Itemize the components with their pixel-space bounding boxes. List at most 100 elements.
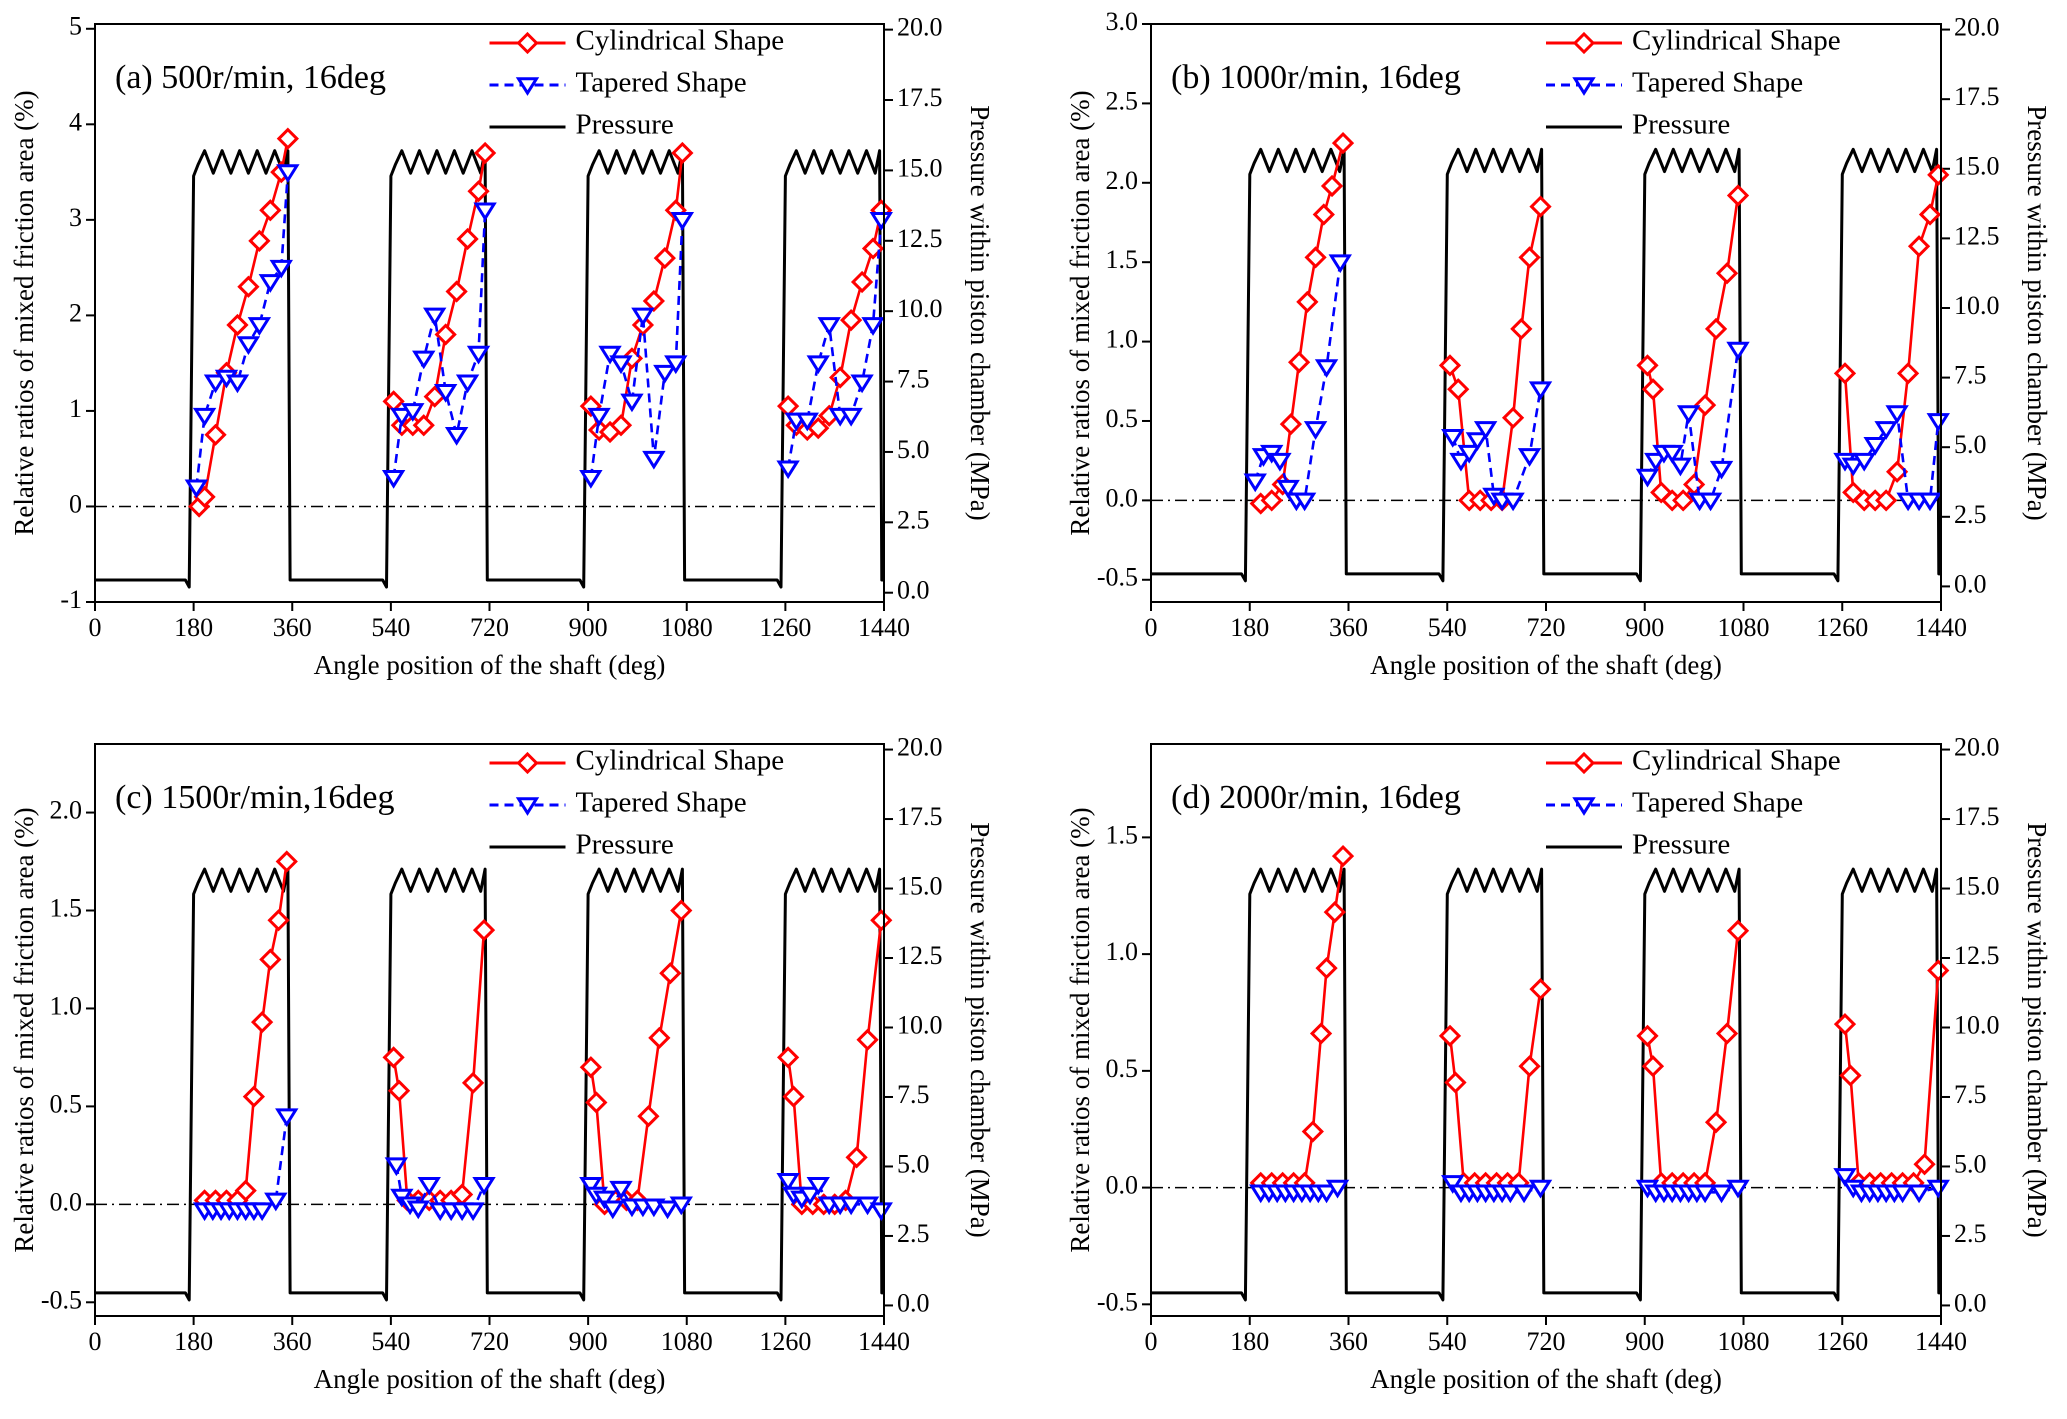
marker-triangle: [381, 470, 406, 489]
marker-triangle: [225, 374, 250, 394]
y2-tick-label: 7.5: [897, 365, 930, 394]
marker-diamond: [1672, 489, 1695, 512]
marker-diamond: [1331, 131, 1355, 155]
series-line: [197, 138, 883, 508]
marker-diamond: [1641, 1055, 1665, 1078]
marker-triangle: [1841, 457, 1865, 477]
marker-triangle: [1660, 444, 1684, 464]
series-line: [195, 172, 883, 488]
series-line: [204, 1116, 882, 1212]
marker-diamond: [1529, 195, 1552, 218]
marker-diamond: [1438, 354, 1462, 377]
x-tick-label: 900: [569, 613, 608, 642]
x-tick-label: 1080: [1718, 613, 1770, 642]
marker-diamond: [1331, 844, 1355, 868]
marker-diamond: [382, 1046, 405, 1069]
legend-label: Cylindrical Shape: [1632, 745, 1841, 777]
marker-triangle: [601, 1200, 625, 1220]
marker-diamond: [248, 229, 271, 252]
y-tick-label: 2: [69, 298, 82, 327]
marker-triangle: [1441, 429, 1465, 448]
marker-triangle: [1465, 432, 1490, 451]
legend-label: Cylindrical Shape: [576, 25, 785, 57]
y2-tick-label: 17.5: [1954, 802, 2000, 831]
marker-diamond: [1518, 1055, 1541, 1078]
marker-diamond: [609, 414, 633, 437]
marker-triangle: [466, 345, 491, 365]
marker-diamond: [807, 417, 830, 440]
marker-triangle: [1276, 479, 1300, 499]
y-tick-label: 1.0: [50, 991, 83, 1020]
x-tick-label: 720: [1527, 1327, 1566, 1356]
x-tick-label: 360: [1329, 1327, 1368, 1356]
y2-tick-label: 0.0: [897, 1288, 930, 1317]
y-tick-label: -0.5: [41, 1285, 82, 1314]
marker-triangle: [1517, 448, 1542, 467]
plot-frame: [94, 743, 885, 1317]
marker-diamond: [1447, 378, 1470, 401]
marker-triangle: [1635, 468, 1660, 488]
marker-triangle: [423, 307, 447, 327]
x-tick-label: 180: [174, 613, 213, 642]
series-line: [1253, 262, 1940, 502]
marker-triangle: [1709, 1184, 1734, 1204]
marker-triangle: [631, 307, 655, 327]
legend-label: Cylindrical Shape: [576, 745, 785, 777]
marker-triangle: [850, 374, 874, 394]
marker-diamond: [1839, 1064, 1862, 1087]
y2-tick-label: 20.0: [1954, 13, 2000, 42]
marker-diamond: [653, 246, 676, 270]
x-axis-label: Angle position of the shaft (deg): [1370, 650, 1722, 680]
x-tick-label: 900: [1625, 613, 1664, 642]
marker-triangle: [1709, 460, 1734, 480]
y2-tick-label: 15.0: [897, 871, 943, 900]
marker-triangle: [1457, 444, 1481, 464]
marker-diamond: [845, 1146, 868, 1169]
marker-triangle: [192, 407, 217, 427]
y2-axis-label: Pressure within piston chamber (MPa): [2022, 822, 2052, 1237]
marker-triangle: [412, 350, 436, 370]
marker-diamond: [829, 366, 852, 389]
marker-diamond: [1704, 1111, 1728, 1134]
marker-triangle: [839, 1196, 863, 1216]
marker-diamond: [1636, 1024, 1659, 1047]
x-tick-label: 1260: [1816, 1327, 1868, 1356]
y-axis-label: Relative ratios of mixed friction area (…: [1065, 807, 1095, 1252]
marker-triangle: [609, 1180, 633, 1200]
y-tick-label: 1.5: [1106, 820, 1139, 849]
marker-diamond: [516, 31, 539, 55]
marker-triangle: [1926, 1179, 1950, 1199]
marker-diamond: [226, 313, 249, 337]
marker-triangle: [1501, 492, 1525, 512]
marker-triangle: [861, 317, 885, 336]
marker-triangle: [247, 317, 272, 336]
x-axis-label: Angle position of the shaft (deg): [1370, 1364, 1722, 1394]
marker-diamond: [204, 423, 227, 446]
marker-diamond: [234, 1179, 257, 1202]
marker-triangle: [609, 355, 633, 375]
y2-tick-label: 7.5: [1954, 361, 1987, 390]
y-tick-label: 2.0: [1106, 166, 1139, 195]
y2-tick-label: 2.5: [1954, 500, 1987, 529]
x-tick-label: 900: [1625, 1327, 1664, 1356]
marker-triangle: [1907, 1184, 1931, 1204]
y-tick-label: 1.5: [50, 893, 83, 922]
y-tick-label: 0.5: [1106, 404, 1139, 433]
marker-diamond: [642, 289, 665, 313]
x-tick-label: 1440: [1915, 1327, 1967, 1356]
marker-triangle: [1572, 77, 1596, 96]
x-tick-label: 0: [89, 1327, 102, 1356]
marker-diamond: [670, 899, 693, 922]
y2-axis-label: Pressure within piston chamber (MPa): [2022, 105, 2052, 520]
y-tick-label: 1: [69, 394, 82, 423]
x-tick-label: 1080: [1718, 1327, 1770, 1356]
series-line: [1260, 1175, 1939, 1194]
marker-diamond: [456, 227, 479, 251]
marker-diamond: [659, 962, 682, 985]
series-line: [1260, 142, 1940, 505]
y2-axis-label: Pressure within piston chamber (MPa): [965, 105, 995, 520]
marker-diamond: [776, 1046, 800, 1069]
y2-tick-label: 5.0: [1954, 1149, 1987, 1178]
series-line: [1151, 147, 1941, 583]
